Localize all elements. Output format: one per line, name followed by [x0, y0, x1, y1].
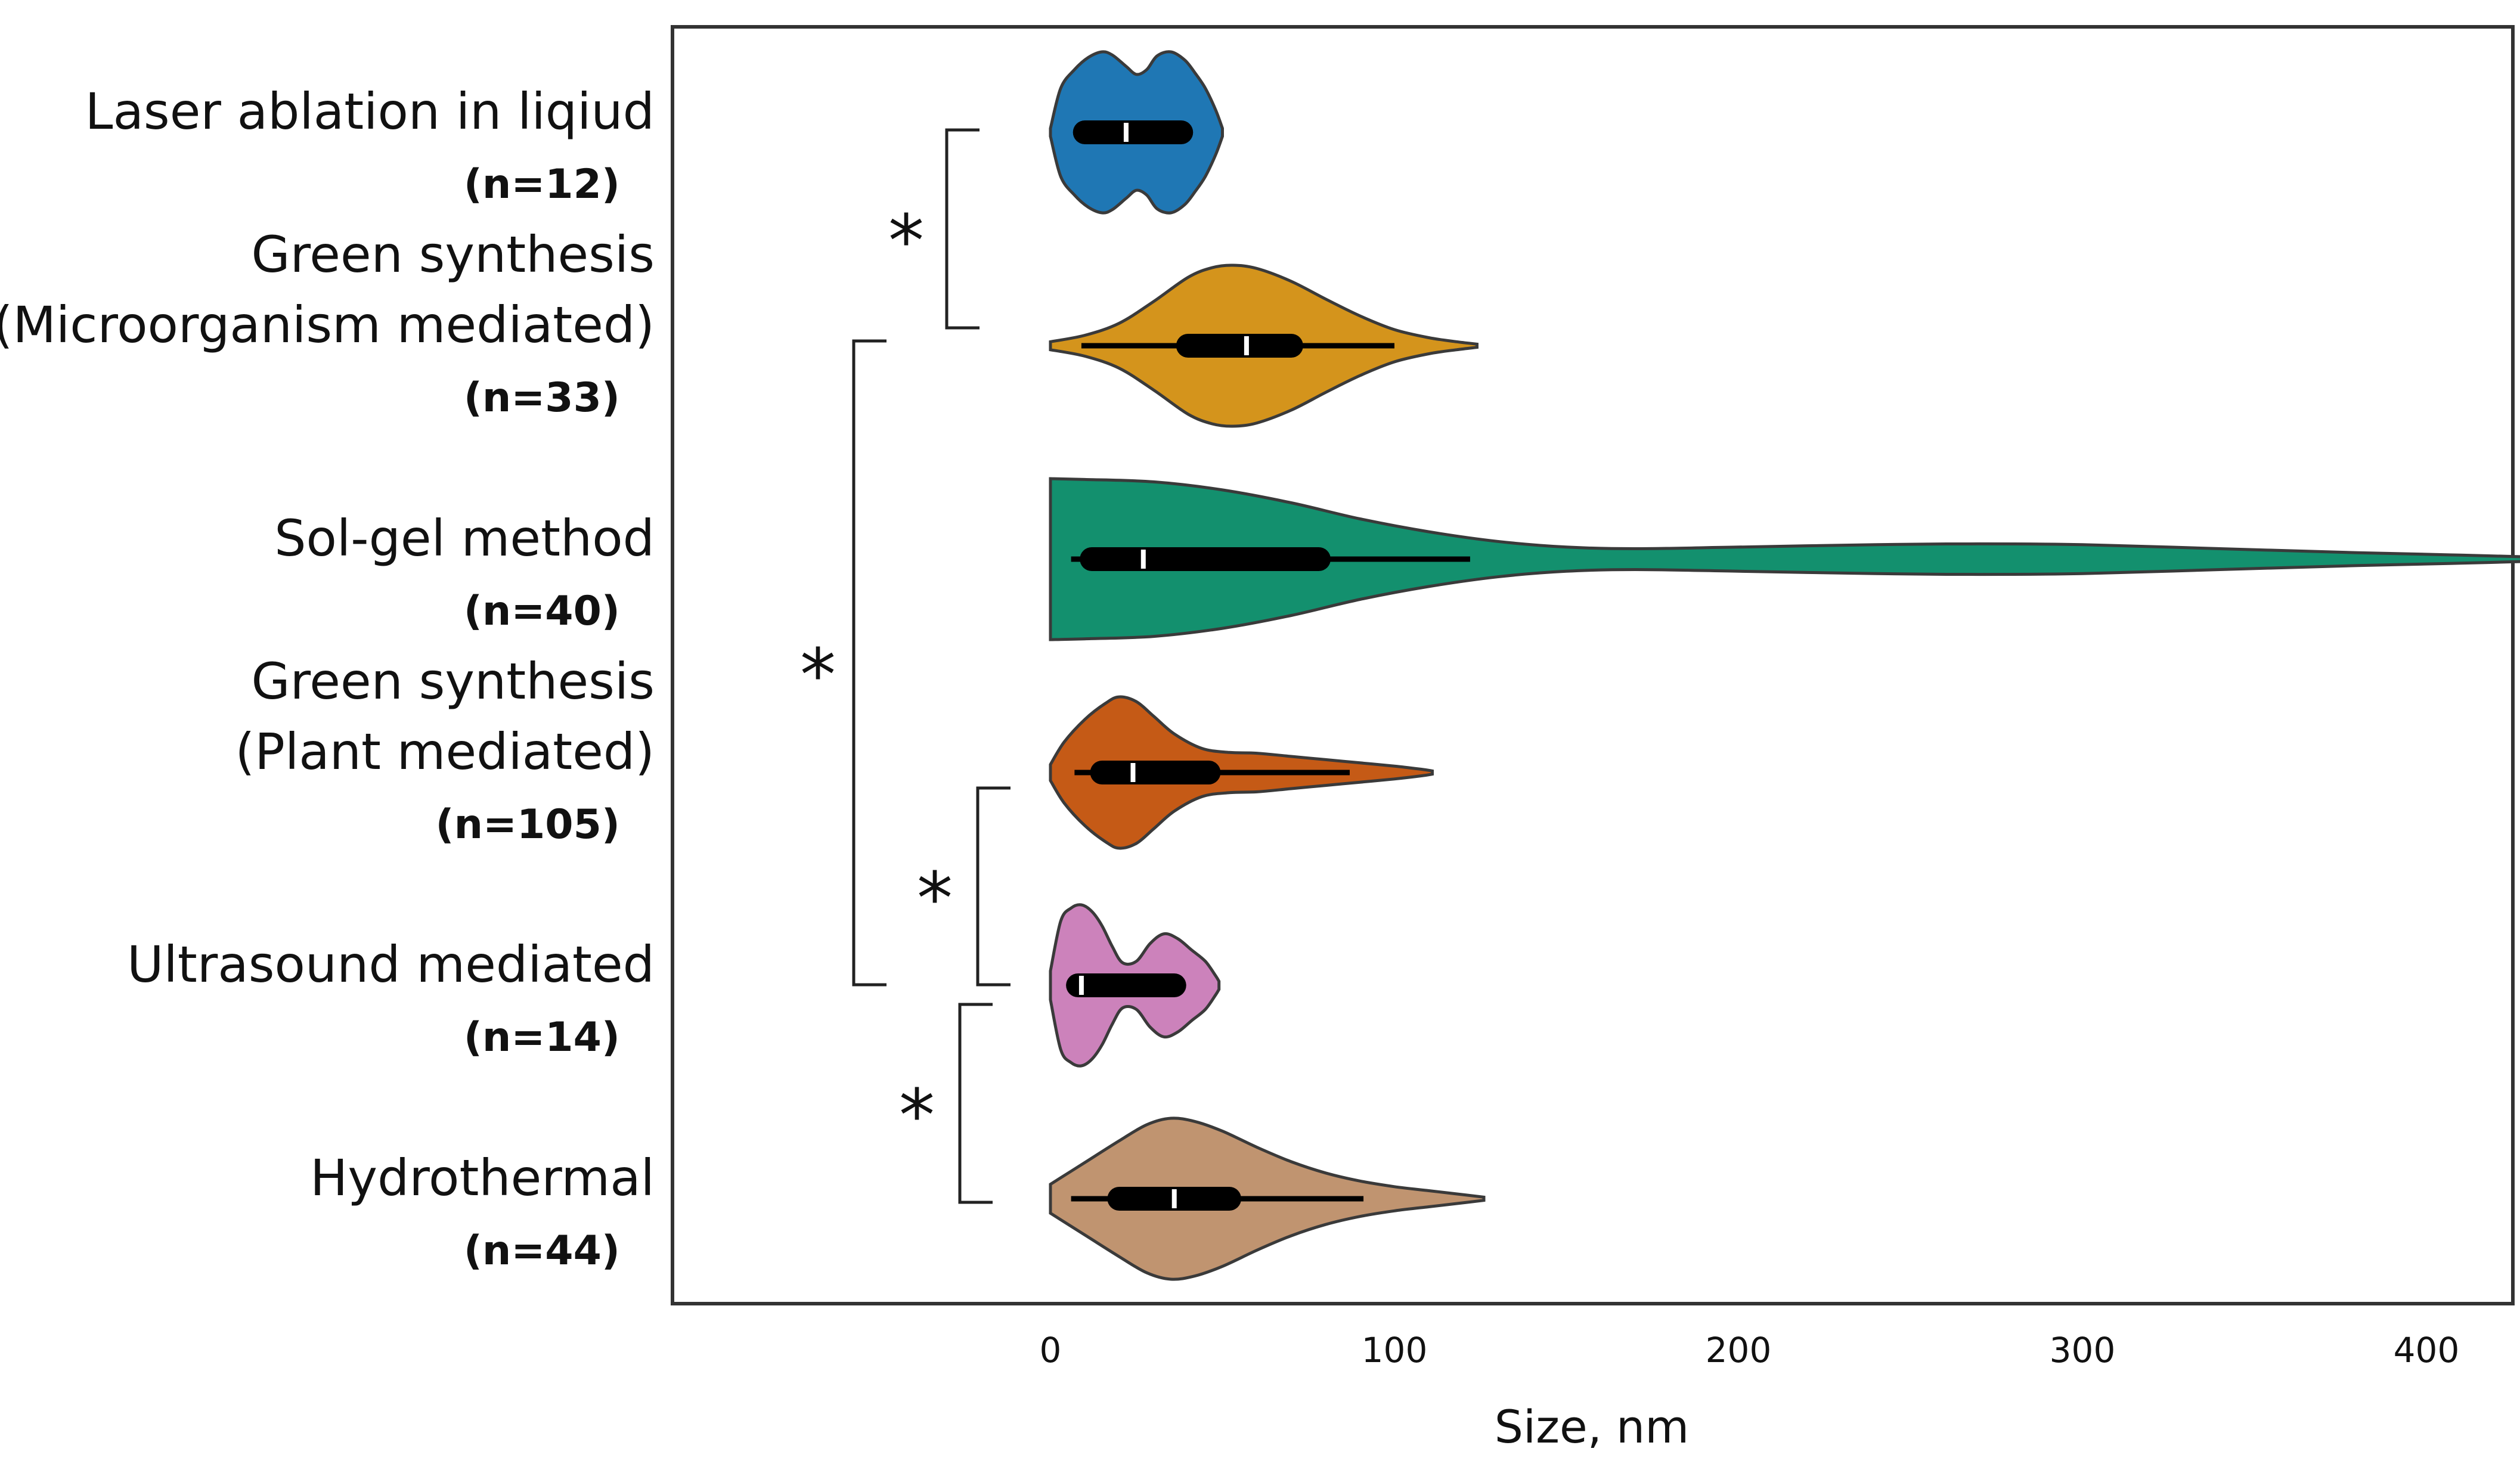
category-label-green-synthesis-plant-mediated: Green synthesis (Plant mediated) [235, 652, 655, 781]
x-axis-ticks: 0 100 200 300 400 [1040, 1330, 2460, 1370]
significance-star-4: * [899, 1075, 935, 1158]
median-sol-gel-method [1140, 550, 1146, 569]
significance-bracket-3 [976, 786, 1011, 987]
significance-bracket-1 [945, 128, 980, 330]
median-green-synthesis-microorganism-mediated [1244, 336, 1249, 355]
significance-bracket-4 [958, 1003, 993, 1204]
x-tick-label-300: 300 [2050, 1330, 2116, 1370]
plot-frame [671, 25, 2515, 1305]
median-hydrothermal [1171, 1189, 1177, 1208]
significance-bracket-2 [852, 339, 887, 987]
category-n-laser-ablation-in-liqiud: (n=12) [464, 161, 620, 208]
significance-star-3: * [917, 858, 953, 941]
violins-group [1049, 50, 2520, 1281]
median-green-synthesis-plant-mediated [1130, 763, 1136, 782]
significance-star-2: * [800, 634, 836, 717]
median-laser-ablation-in-liqiud [1123, 123, 1129, 142]
category-label-laser-ablation-in-liqiud: Laser ablation in liqiud [85, 82, 655, 141]
box-overlay-group [1066, 120, 1470, 1211]
significance-star-1: * [888, 200, 924, 283]
category-n-ultrasound-mediated: (n=14) [464, 1014, 620, 1061]
median-ultrasound-mediated [1078, 976, 1084, 995]
category-label-sol-gel-method: Sol-gel method [274, 509, 655, 567]
category-label-ultrasound-mediated: Ultrasound mediated [127, 935, 655, 994]
x-tick-label-100: 100 [1362, 1330, 1428, 1370]
category-label-green-synthesis-microorganism-mediated: Green synthesis (Microorganism mediated) [0, 225, 655, 354]
x-tick-label-400: 400 [2394, 1330, 2460, 1370]
significance-brackets: * * * * [800, 128, 1011, 1204]
x-axis-title: Size, nm [1495, 1400, 1690, 1453]
category-n-green-synthesis-plant-mediated: (n=105) [436, 801, 621, 848]
category-labels: Laser ablation in liqiud (n=12) Green synt… [0, 82, 655, 1274]
category-n-green-synthesis-microorganism-mediated: (n=33) [464, 374, 620, 421]
x-tick-label-200: 200 [1706, 1330, 1772, 1370]
category-n-sol-gel-method: (n=40) [464, 588, 620, 635]
category-label-hydrothermal: Hydrothermal [310, 1149, 655, 1207]
violin-sol-gel-method [1049, 477, 2520, 641]
category-n-hydrothermal: (n=44) [464, 1227, 620, 1274]
x-tick-label-0: 0 [1040, 1330, 1062, 1370]
